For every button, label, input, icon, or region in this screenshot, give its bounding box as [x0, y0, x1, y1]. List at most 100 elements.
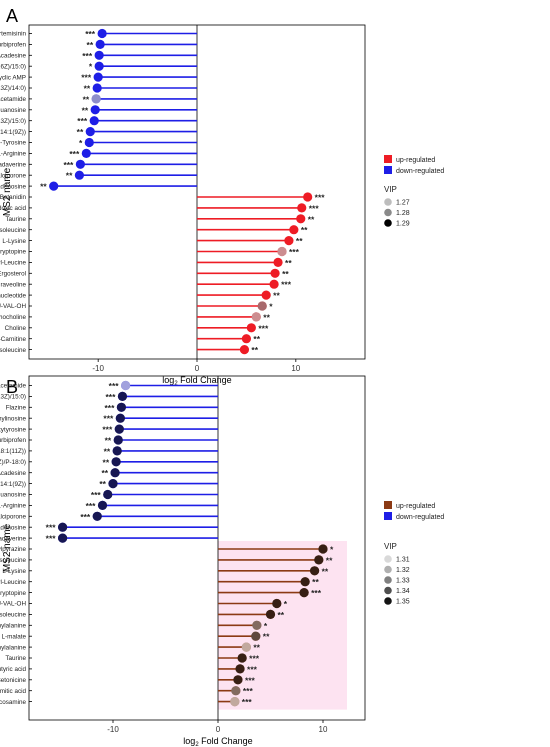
significance-label: *** — [103, 414, 114, 424]
significance-label: ** — [87, 40, 94, 50]
x-axis-label: log2 Fold Change — [183, 736, 252, 747]
legend-vip-dot — [384, 555, 392, 563]
significance-label: *** — [69, 149, 80, 159]
lollipop-head — [92, 83, 102, 93]
lollipop-head-vip — [117, 391, 128, 401]
legend-vip-label: 1.31 — [396, 557, 410, 564]
legend-vip-label: 1.29 — [396, 221, 410, 228]
lollipop-head — [81, 148, 91, 158]
lollipop-head-vip — [110, 468, 120, 478]
lollipop-head — [94, 50, 104, 60]
y-tick-label: N-Acetylcadaverine — [0, 535, 26, 542]
significance-label: *** — [258, 323, 269, 333]
y-tick-label: Choline — [5, 325, 27, 332]
y-tick-label: Isoleucyl-Leucine — [0, 579, 26, 586]
significance-label: *** — [104, 403, 115, 413]
lollipop-head — [289, 225, 299, 235]
y-tick-label: 7-Methylinosine — [0, 415, 26, 422]
y-tick-label: Betonicine — [0, 677, 26, 684]
lollipop-head-vip — [115, 413, 125, 423]
legend-label: down-regulated — [396, 514, 444, 521]
significance-label: ** — [273, 291, 280, 301]
x-tick-label: -10 — [92, 364, 104, 373]
lollipop-head — [273, 257, 283, 267]
lollipop-head — [284, 236, 294, 246]
y-tick-label: 4'-Hydroxyflurbiprofen — [0, 42, 26, 49]
y-tick-label: Glycerophosphocholine — [0, 314, 26, 321]
y-tick-label: Flazine — [6, 405, 27, 412]
lollipop-head-vip — [114, 424, 124, 434]
lollipop-head-vip — [58, 533, 68, 543]
panel-a: A -10 0 10 log2 Fold Change MS2 name Alpha-dih… — [0, 6, 444, 387]
significance-label: ** — [82, 105, 89, 115]
y-tick-label: Leucyl-Isoleucine — [0, 347, 26, 354]
lollipop-head — [246, 323, 256, 333]
lollipop-head — [90, 105, 100, 115]
y-tick-label: Palmitic acid — [0, 688, 26, 695]
y-tick-label: 8-Hydroxy-2'-deoxyguanosine — [0, 107, 26, 114]
y-tick-label: L-Tyrosine — [0, 140, 26, 147]
lollipop-head — [93, 72, 103, 82]
lollipop-head — [75, 159, 85, 169]
y-tick-label: Valyl-Phenylalanine — [0, 644, 26, 651]
lollipop-head — [85, 127, 95, 137]
lollipop-head-vip — [299, 588, 309, 598]
lollipop-head-vip — [251, 631, 261, 641]
y-tick-label: Deoxyadenosine — [0, 524, 26, 531]
y-tick-label: Ergosterol — [0, 271, 26, 278]
y-tick-label: 5-Ethyl-2,3-dimethylpyrazine — [0, 546, 26, 553]
lollipop-head — [296, 214, 306, 224]
y-tick-label: 8-Hydroxy-2'-deoxyguanosine — [0, 492, 26, 499]
lollipop-head-vip — [97, 500, 108, 510]
y-tick-label: 13-Oxocryptopine — [0, 590, 26, 597]
lollipop-head-vip — [92, 511, 102, 521]
y-tick-label: Taurine — [5, 216, 26, 223]
y-tick-label: 3-Methoxytyrosine — [0, 426, 26, 433]
significance-label: *** — [315, 193, 326, 203]
significance-label: ** — [84, 84, 91, 94]
lollipop-head — [89, 116, 99, 126]
lollipop-head — [303, 192, 313, 202]
y-tick-label: Alpha-dihydroartemisinin — [0, 31, 26, 38]
significance-label: *** — [102, 425, 113, 435]
y-tick-label: PE(20:3(5Z,8Z,11Z)/P-18:0) — [0, 459, 26, 466]
y-tick-label: L-Carnitine — [0, 336, 26, 343]
significance-label: ** — [263, 312, 270, 322]
significance-label: ** — [326, 555, 333, 565]
plot-frame — [28, 375, 366, 721]
significance-label: *** — [86, 501, 97, 511]
lollipop-head-vip — [237, 653, 247, 663]
lollipop-head-vip — [314, 555, 324, 565]
y-tick-label: 2-(1-Naphthyl)acetamide — [0, 383, 26, 390]
lollipop-head-vip — [58, 522, 68, 532]
lollipop-head-vip — [121, 380, 131, 391]
lollipop-head-vip — [230, 697, 240, 707]
lollipop-head-vip — [235, 664, 245, 674]
x-tick-label: 0 — [195, 364, 200, 373]
legend-vip-dot — [384, 208, 392, 217]
significance-label: * — [264, 621, 268, 631]
significance-label: *** — [245, 675, 256, 685]
significance-label: *** — [91, 490, 102, 500]
lollipop-head — [97, 28, 107, 39]
lollipop-head-vip — [111, 457, 121, 467]
legend-vip-label: 1.35 — [396, 599, 410, 606]
significance-label: * — [269, 302, 273, 312]
y-tick-label: PC(22:2(13Z,16Z)/15:0) — [0, 63, 26, 70]
significance-label: * — [89, 62, 93, 72]
legend-label: down-regulated — [396, 168, 444, 175]
significance-label: * — [79, 138, 83, 148]
significance-label: *** — [249, 654, 260, 664]
y-tick-label: Acadesine — [0, 470, 26, 477]
lollipop-head-vip — [113, 435, 123, 445]
y-tick-label: PC(24:1(15Z)/14:1(9Z)) — [0, 129, 26, 136]
significance-label: *** — [309, 203, 320, 213]
significance-label: ** — [77, 127, 84, 137]
y-tick-label: Dehydroisochalciporone — [0, 514, 26, 521]
significance-label: ** — [40, 182, 47, 192]
legend-vip-dot — [384, 586, 392, 595]
lollipop-head — [94, 61, 104, 71]
significance-label: ** — [253, 334, 260, 344]
y-tick-label: PC(16:0/P-18:1(11Z)) — [0, 448, 26, 455]
lollipop-head — [49, 181, 59, 191]
